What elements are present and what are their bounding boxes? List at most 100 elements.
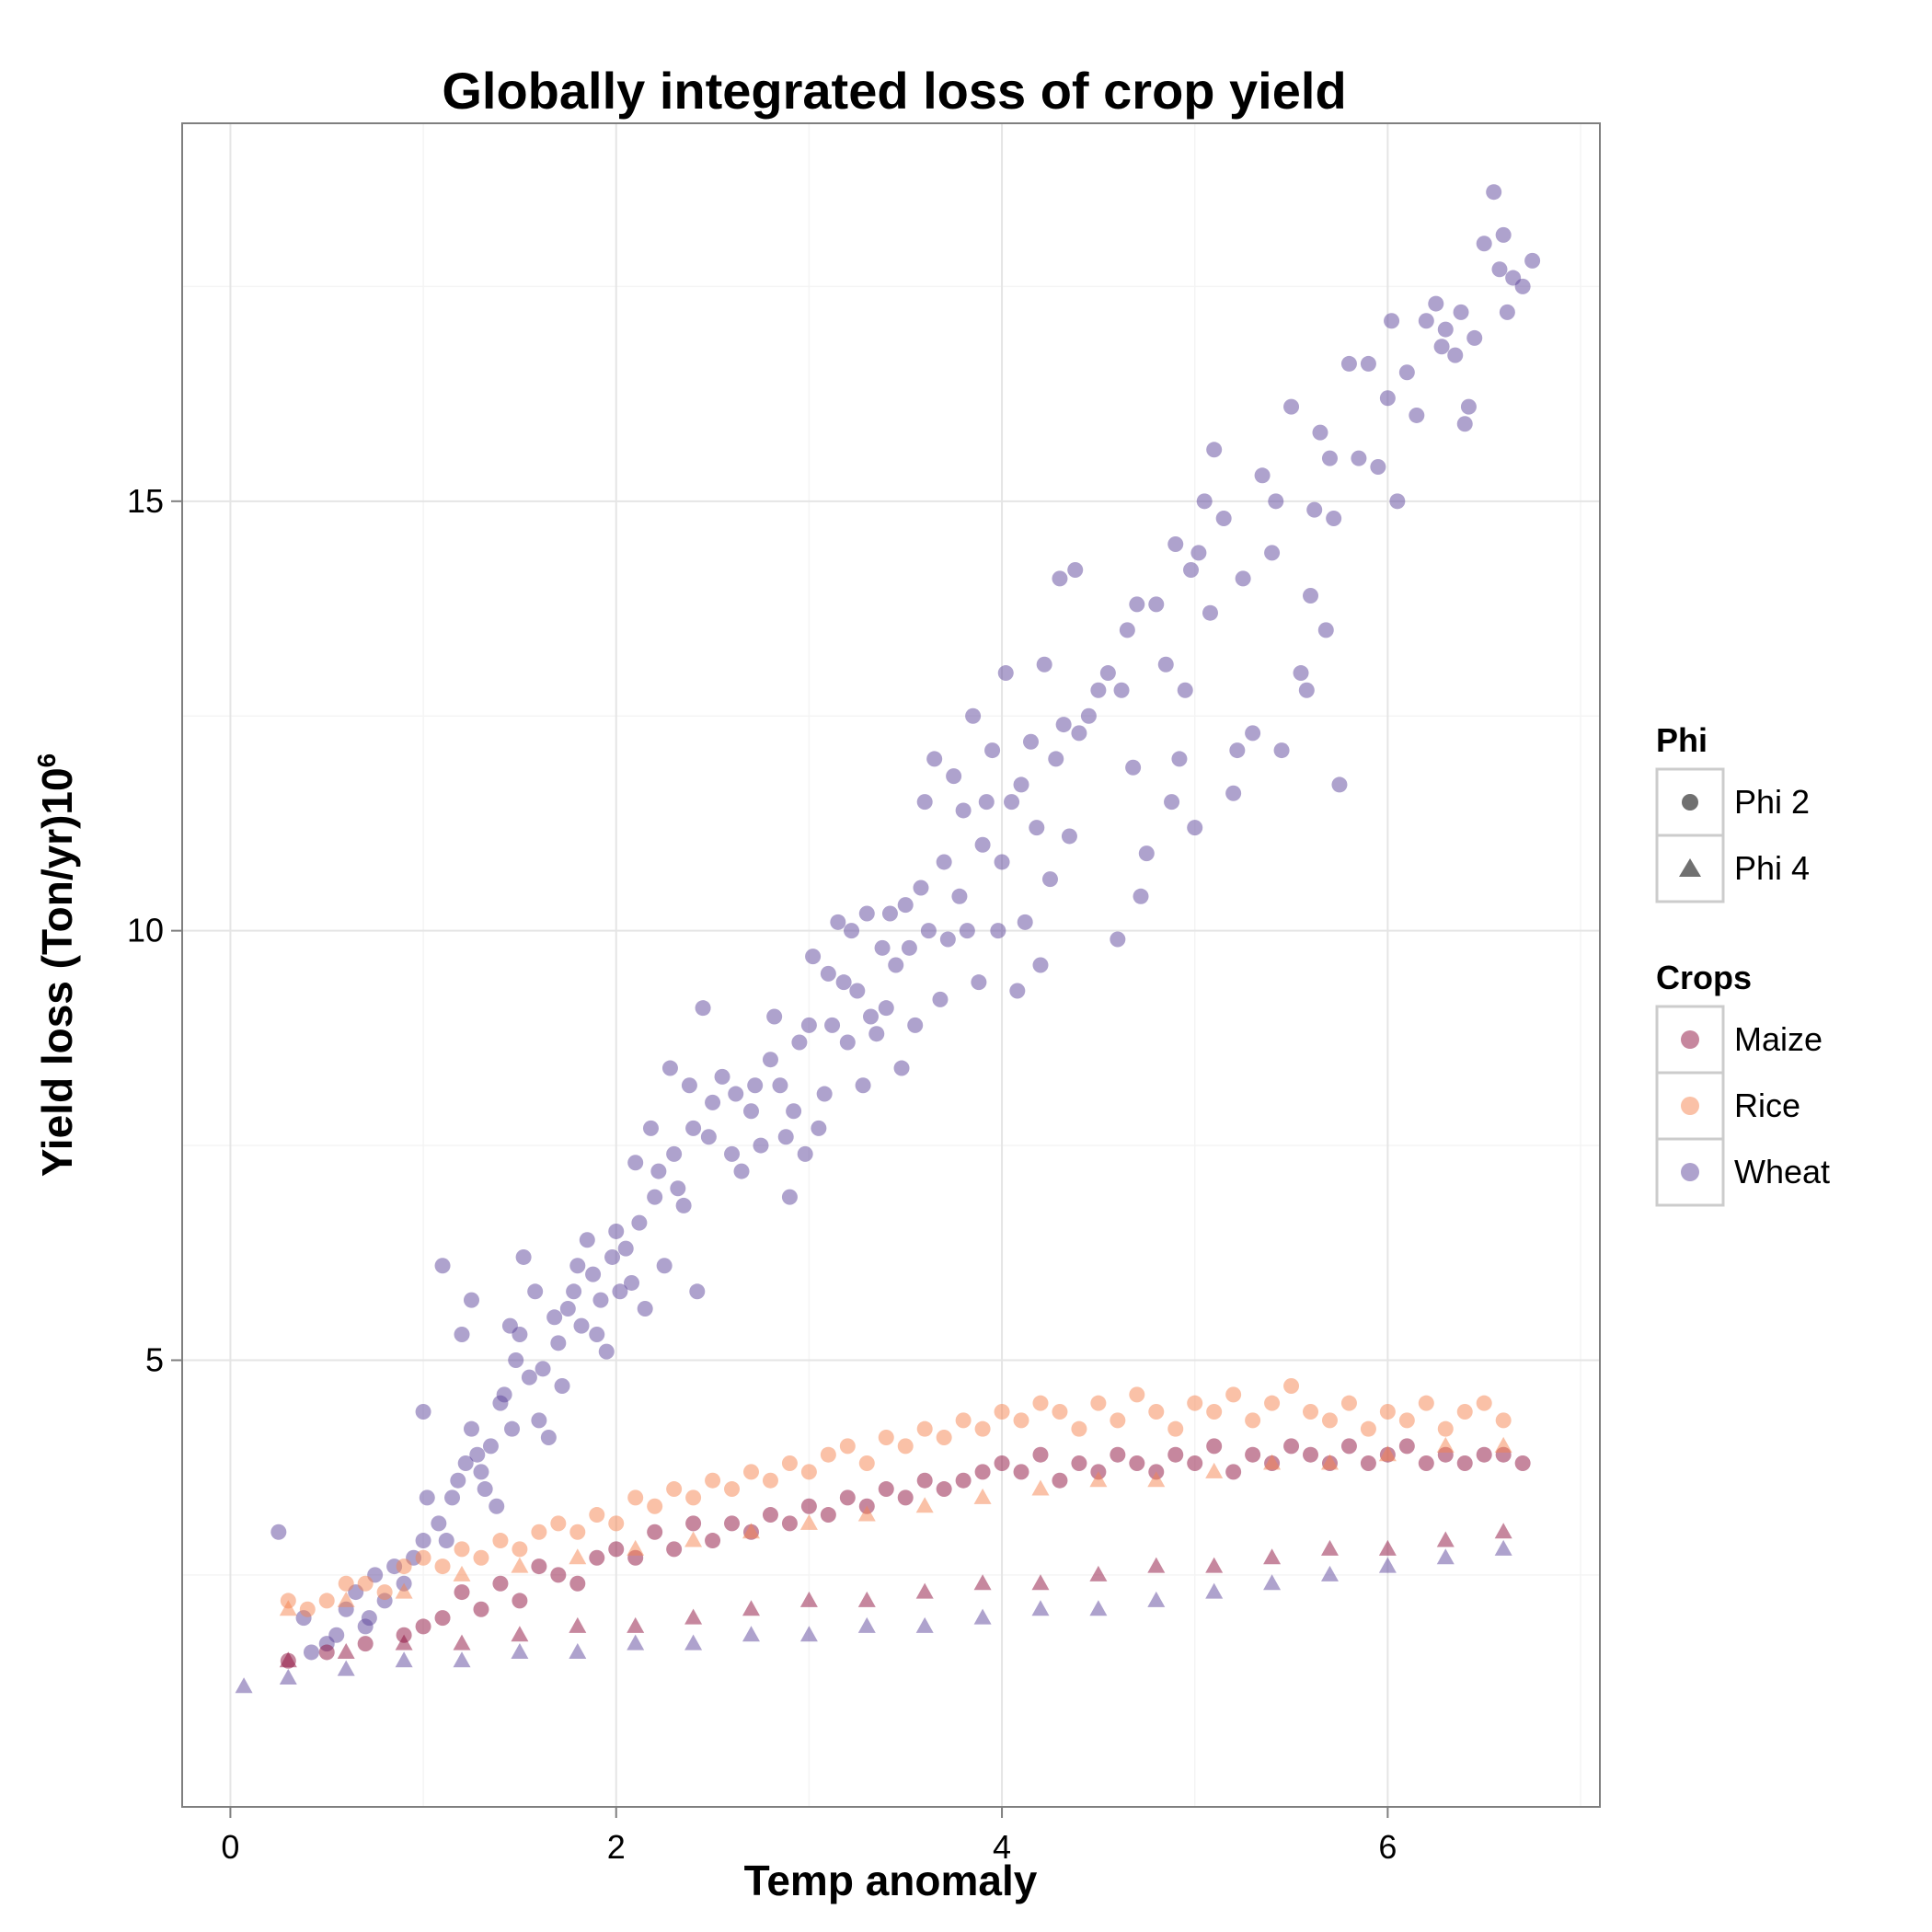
- legend-rice-dot: [1681, 1097, 1699, 1115]
- wheat-phi4-point: [915, 1616, 934, 1633]
- maize-phi2-point: [839, 1489, 856, 1506]
- rice-phi2-point: [781, 1455, 798, 1472]
- wheat-phi2-point: [1023, 733, 1040, 750]
- wheat-phi2-point: [781, 1189, 798, 1205]
- wheat-phi2-point: [1418, 313, 1434, 329]
- y-axis-title-exponent: 6: [32, 753, 61, 768]
- rice-phi2-point: [1379, 1404, 1396, 1420]
- rice-phi2-point: [396, 1558, 412, 1575]
- legend-label-rice: Rice: [1734, 1087, 1800, 1124]
- rice-phi4-point: [279, 1600, 297, 1616]
- rice-phi2-point: [627, 1489, 644, 1506]
- rice-phi4-point: [453, 1565, 471, 1581]
- wheat-phi2-point: [1317, 622, 1334, 638]
- wheat-phi4-point: [627, 1634, 645, 1650]
- wheat-phi2-point: [617, 1240, 634, 1257]
- maize-phi2-point: [955, 1472, 972, 1489]
- wheat-phi2-point: [766, 1008, 783, 1025]
- rice-phi2-point: [955, 1412, 972, 1429]
- maize-phi4-point: [1205, 1557, 1224, 1573]
- wheat-phi2-point: [811, 1120, 827, 1136]
- rice-phi2-point: [454, 1541, 470, 1558]
- maize-phi4-point: [627, 1616, 645, 1633]
- maize-phi4-point: [915, 1582, 934, 1599]
- wheat-phi2-point: [820, 965, 836, 982]
- wheat-phi2-point: [1090, 682, 1107, 698]
- wheat-phi2-point: [303, 1644, 319, 1661]
- wheat-phi2-point: [955, 802, 972, 819]
- wheat-phi2-point: [1360, 355, 1376, 372]
- wheat-phi2-point: [1466, 329, 1483, 346]
- wheat-phi2-point: [647, 1189, 663, 1205]
- wheat-phi2-point: [965, 707, 982, 724]
- wheat-phi2-point: [540, 1430, 557, 1446]
- wheat-phi2-point: [1013, 776, 1029, 793]
- wheat-phi2-point: [1273, 742, 1290, 759]
- wheat-phi2-point: [482, 1438, 499, 1455]
- rice-phi4-point: [742, 1523, 760, 1539]
- wheat-phi2-point: [627, 1155, 644, 1171]
- rice-phi4-point: [337, 1591, 355, 1607]
- wheat-phi2-point: [1055, 717, 1072, 733]
- wheat-phi2-point: [1041, 871, 1058, 888]
- wheat-phi2-point: [1113, 682, 1130, 698]
- rice-phi4-point: [1320, 1454, 1339, 1470]
- rice-phi2-point: [1071, 1420, 1087, 1437]
- wheat-phi2-point: [1009, 983, 1026, 999]
- maize-phi4-point: [511, 1626, 529, 1642]
- wheat-phi2-point: [978, 794, 995, 811]
- wheat-phi2-point: [675, 1197, 692, 1213]
- rice-phi2-point: [820, 1446, 836, 1463]
- wheat-phi2-point: [1080, 707, 1097, 724]
- wheat-phi2-point: [1036, 656, 1052, 673]
- wheat-phi4-point: [1205, 1582, 1224, 1599]
- legend-triangle-icon: [1679, 858, 1701, 877]
- rice-phi2-point: [1321, 1412, 1338, 1429]
- maize-phi2-point: [685, 1515, 702, 1532]
- x-axis-title: Temp anomaly: [744, 1857, 1038, 1904]
- maize-phi2-point: [1032, 1446, 1049, 1463]
- rice-phi4-point: [1378, 1445, 1397, 1462]
- wheat-phi2-point: [463, 1420, 479, 1437]
- wheat-phi2-point: [705, 1094, 721, 1110]
- rice-phi2-point: [897, 1438, 914, 1455]
- rice-phi2-point: [878, 1430, 894, 1446]
- rice-phi2-point: [994, 1404, 1010, 1420]
- rice-phi2-point: [1110, 1412, 1126, 1429]
- rice-phi4-point: [1031, 1479, 1050, 1496]
- rice-phi4-point: [973, 1488, 992, 1504]
- rice-phi2-point: [1129, 1386, 1145, 1403]
- maize-phi4-point: [1263, 1548, 1282, 1565]
- wheat-phi2-point: [1384, 313, 1400, 329]
- rice-phi2-point: [839, 1438, 856, 1455]
- wheat-phi2-point: [874, 939, 891, 956]
- rice-phi2-point: [512, 1541, 528, 1558]
- rice-phi4-point: [799, 1513, 818, 1530]
- wheat-phi2-point: [661, 1060, 678, 1076]
- wheat-phi2-point: [1264, 545, 1281, 561]
- rice-phi4-point: [1147, 1471, 1166, 1488]
- wheat-phi2-point: [1171, 751, 1188, 767]
- y-tick-label: 5: [145, 1340, 164, 1378]
- rice-phi2-point: [569, 1524, 586, 1540]
- maize-phi4-point: [742, 1600, 760, 1616]
- rice-phi4-point: [569, 1548, 587, 1565]
- rice-phi2-point: [724, 1481, 741, 1498]
- rice-phi2-point: [550, 1515, 567, 1532]
- wheat-phi2-point: [753, 1137, 769, 1154]
- wheat-phi2-point: [1190, 545, 1207, 561]
- maize-phi2-point: [974, 1464, 991, 1480]
- wheat-phi2-point: [1187, 820, 1203, 836]
- wheat-phi2-point: [512, 1326, 528, 1342]
- wheat-phi4-point: [799, 1626, 818, 1642]
- rice-phi2-point: [1437, 1420, 1454, 1437]
- wheat-phi2-point: [878, 1000, 894, 1017]
- wheat-phi2-point: [946, 768, 962, 785]
- wheat-phi2-point: [415, 1404, 431, 1420]
- maize-phi2-point: [1283, 1438, 1300, 1455]
- wheat-phi2-point: [800, 1017, 817, 1033]
- wheat-phi2-point: [772, 1077, 788, 1094]
- chart-title: Globally integrated loss of crop yield: [442, 62, 1346, 120]
- wheat-phi2-point: [907, 1017, 924, 1033]
- wheat-phi2-point: [1293, 665, 1309, 682]
